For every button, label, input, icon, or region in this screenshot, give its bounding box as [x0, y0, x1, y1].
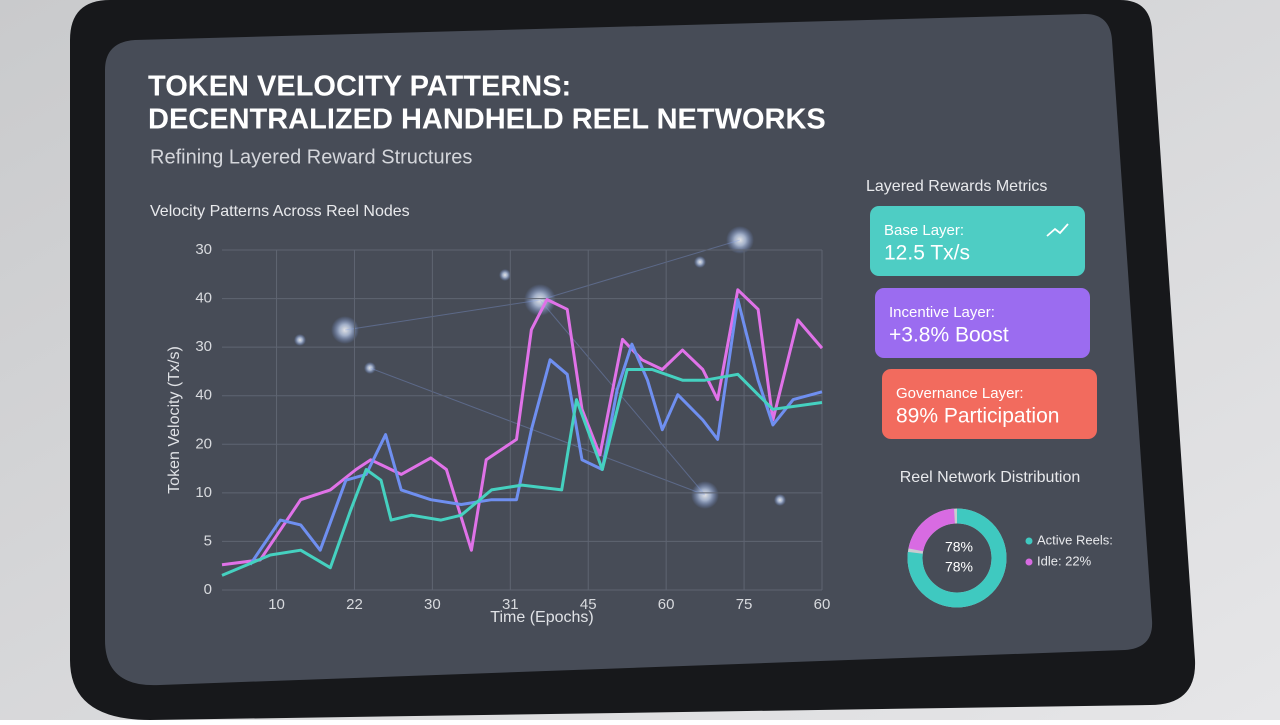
series-line: [221, 368, 823, 577]
metric-card: [882, 369, 1097, 439]
node-glow: [524, 284, 556, 316]
y-tick-label: 30: [195, 338, 212, 355]
metric-card: [875, 288, 1090, 358]
y-axis-label: Token Velocity (Tx/s): [166, 346, 183, 494]
title-line: TOKEN VELOCITY PATTERNS:: [148, 71, 571, 103]
series-line: [221, 288, 824, 567]
legend-dot: [1025, 537, 1033, 545]
center-label: 78%: [945, 559, 973, 575]
x-axis-label: Time (Epochs): [490, 609, 593, 626]
line-chart: Velocity Patterns Across Reel Nodes 0 5 10 2…: [150, 203, 830, 626]
title-line: DECENTRALIZED HANDHELD REEL NETWORKS: [148, 104, 826, 136]
y-tick-label: 10: [195, 484, 212, 501]
chart-title: Reel Network Distribution: [900, 469, 1081, 486]
x-tick-label: 60: [814, 596, 831, 613]
donut-segment: [907, 508, 1007, 608]
metric-value: 12.5 Tx/s: [884, 242, 970, 265]
metric-cards: Base Layer: 12.5 Tx/s Incentive Layer: +3.8…: [870, 206, 1097, 439]
network-link: [344, 239, 741, 496]
x-tick-label: 60: [658, 596, 675, 613]
y-tick-label: 5: [204, 532, 212, 549]
metric-label: Base Layer:: [884, 222, 964, 239]
legend-label: Active Reels:: [1037, 532, 1113, 547]
network-decoration: [294, 226, 786, 509]
x-tick-label: 22: [346, 596, 363, 613]
node-glow: [694, 256, 706, 268]
metric-card: [870, 206, 1085, 276]
node-glow: [691, 481, 719, 509]
node-glow: [726, 226, 754, 254]
chart-title: Velocity Patterns Across Reel Nodes: [150, 203, 410, 220]
donut-chart: Reel Network Distribution Active Reels: Id…: [900, 469, 1113, 608]
metric-label: Incentive Layer:: [889, 304, 995, 321]
x-tick-label: 45: [580, 596, 597, 613]
node-glow: [364, 362, 376, 374]
trend-icon: [1046, 223, 1069, 237]
legend-label: Idle: 22%: [1037, 553, 1092, 568]
y-tick-label: 20: [195, 435, 212, 452]
x-tick-label: 75: [736, 596, 753, 613]
y-tick-label: 40: [195, 290, 212, 307]
series-line: [248, 298, 823, 566]
node-glow: [499, 269, 511, 281]
y-tick-label: 30: [195, 241, 212, 258]
node-glow: [294, 334, 306, 346]
node-glow: [331, 316, 359, 344]
subtitle: Refining Layered Reward Structures: [150, 146, 472, 168]
x-tick-label: 30: [424, 596, 441, 613]
x-tick-label: 10: [268, 596, 285, 613]
center-label: 78%: [945, 539, 973, 555]
legend-dot: [1025, 558, 1033, 566]
screen: [105, 14, 1153, 686]
node-glow: [774, 494, 786, 506]
x-tick-label: 31: [502, 596, 519, 613]
metric-label: Governance Layer:: [896, 385, 1024, 402]
y-tick-label: 0: [204, 581, 212, 598]
y-tick-label: 40: [195, 387, 212, 404]
metric-value: +3.8% Boost: [889, 324, 1009, 347]
metrics-title: Layered Rewards Metrics: [866, 178, 1047, 195]
metric-value: 89% Participation: [896, 405, 1059, 428]
